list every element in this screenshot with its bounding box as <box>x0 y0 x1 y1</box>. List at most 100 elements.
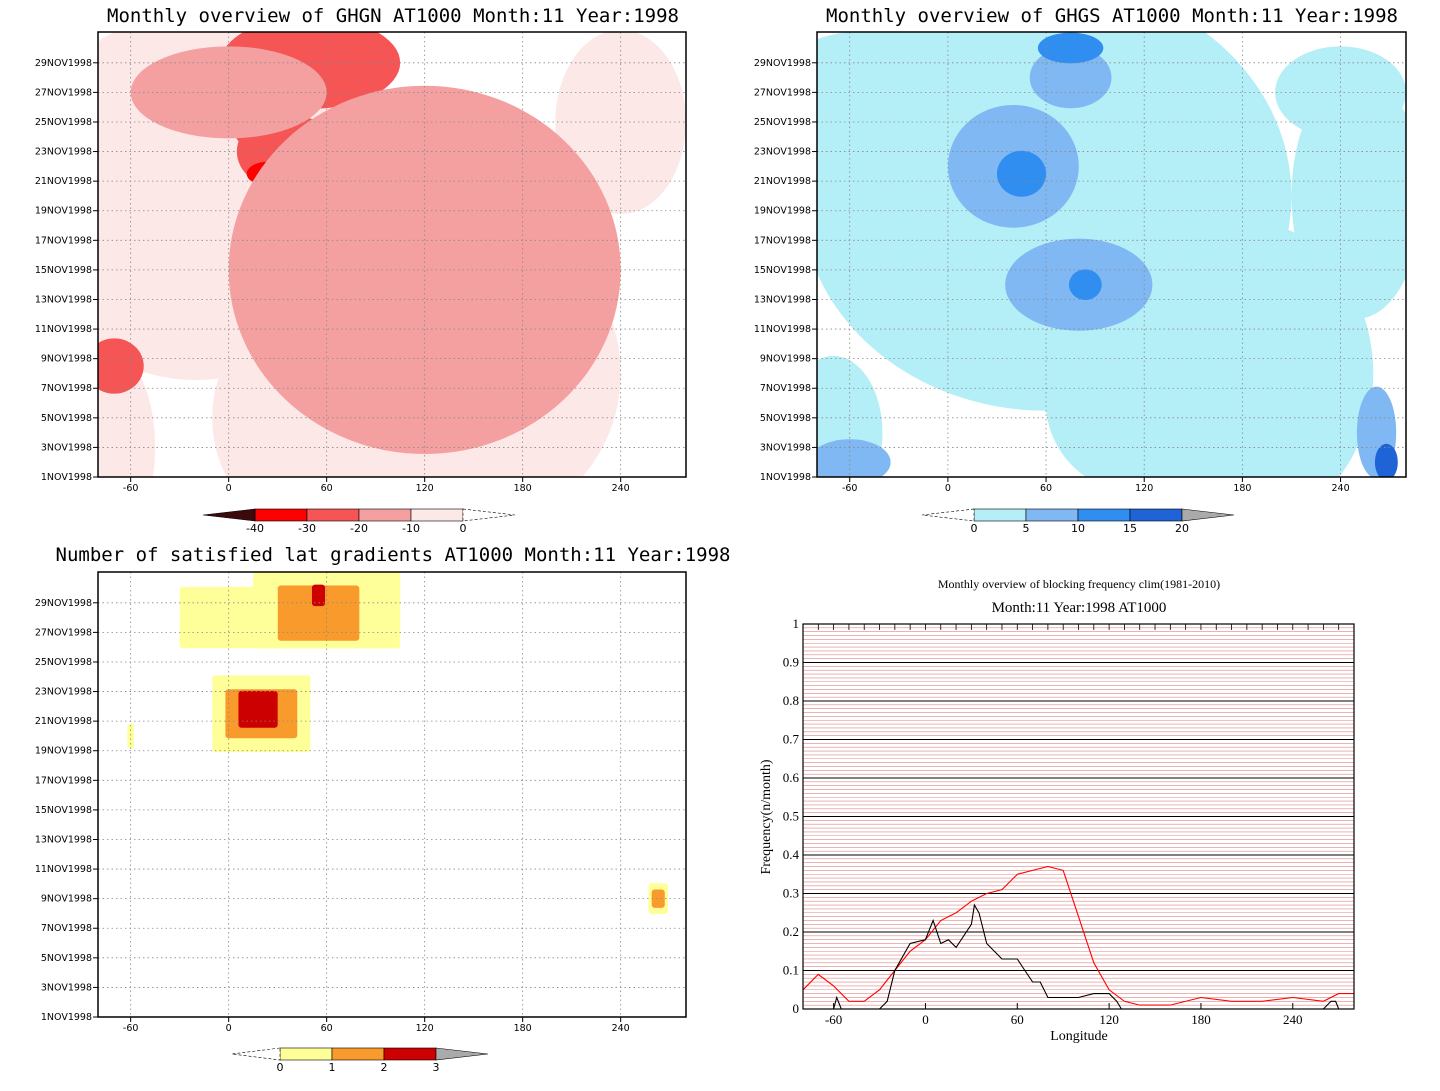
ghgs-y-tick-label: 7NOV1998 <box>760 383 811 394</box>
blocking-frame <box>802 623 1355 1010</box>
blocking-clim-line <box>802 865 1354 1006</box>
ghgs-colorbar-label: 5 <box>1023 522 1030 535</box>
blocking-title: Monthly overview of blocking frequency c… <box>938 577 1220 591</box>
ghgn-x-tick-label: 240 <box>612 483 630 494</box>
lat-gradients-y-tick-label: 3NOV1998 <box>41 982 92 993</box>
ghgs-x-tick-label: -60 <box>842 483 858 494</box>
ghgn-y-tick-label: 1NOV1998 <box>41 472 92 483</box>
lat-gradients-field <box>127 572 669 914</box>
blocking-x-tick-label: 240 <box>1283 1012 1303 1027</box>
ghgn-colorbar-label: -20 <box>350 522 368 535</box>
lat-gradients-colorbar-swatch <box>383 1047 437 1061</box>
lat-gradients-y-tick-label: 19NOV1998 <box>35 746 92 757</box>
blocking-y-tick-label: 1 <box>793 616 800 631</box>
ghgs-y-tick-label: 25NOV1998 <box>754 117 811 128</box>
ghgn-colorbar-swatch <box>254 508 308 522</box>
lat-gradients-x-tick-label: 180 <box>514 1023 532 1034</box>
ghgn-colorbar-arrow-high <box>462 508 516 522</box>
blocking-y-axis-label: Frequency(n/month) <box>759 759 774 874</box>
blocking-x-tick-label: -60 <box>825 1012 842 1027</box>
ghgs-y-tick-label: 13NOV1998 <box>754 294 811 305</box>
ghgn-y-tick-label: 17NOV1998 <box>35 235 92 246</box>
ghgn-y-tick-label: 29NOV1998 <box>35 58 92 69</box>
ghgs-title: Monthly overview of GHGS AT1000 Month:11… <box>826 5 1398 27</box>
ghgs-colorbar-label: 15 <box>1123 522 1137 535</box>
ghgs-field-patch <box>1275 46 1406 139</box>
ghgs-colorbar-arrow-high <box>1181 508 1235 522</box>
lat-gradients-contour-region <box>127 723 134 749</box>
lat-gradients-contour-region <box>651 889 665 908</box>
ghgs-y-tick-label: 5NOV1998 <box>760 413 811 424</box>
lat-gradients-y-tick-label: 13NOV1998 <box>35 834 92 845</box>
ghgn-y-tick-label: 25NOV1998 <box>35 117 92 128</box>
blocking-x-tick-label: 60 <box>1011 1012 1024 1027</box>
blocking-x-tick-label: 120 <box>1099 1012 1119 1027</box>
ghgs-y-tick-label: 15NOV1998 <box>754 265 811 276</box>
ghgn-colorbar-label: -30 <box>298 522 316 535</box>
ghgn-panel: Monthly overview of GHGN AT1000 Month:11… <box>35 5 687 535</box>
lat-gradients-y-tick-label: 9NOV1998 <box>41 894 92 905</box>
ghgn-colorbar-swatch <box>306 508 360 522</box>
ghgn-colorbar-label: 0 <box>460 522 467 535</box>
ghgn-y-tick-label: 19NOV1998 <box>35 206 92 217</box>
ghgn-y-tick-label: 3NOV1998 <box>41 442 92 453</box>
ghgs-contour-region <box>817 439 891 477</box>
ghgn-y-tick-label: 5NOV1998 <box>41 413 92 424</box>
ghgn-y-tick-label: 11NOV1998 <box>35 324 92 335</box>
ghgs-contour-region <box>1037 32 1104 64</box>
ghgs-contour-region <box>1029 46 1112 109</box>
ghgn-colorbar-label: -10 <box>402 522 420 535</box>
ghgs-y-tick-label: 21NOV1998 <box>754 176 811 187</box>
ghgs-contour-region <box>996 150 1047 197</box>
ghgn-colorbar-label: -40 <box>246 522 264 535</box>
ghgs-frame <box>816 31 1407 478</box>
ghgs-x-tick-label: 180 <box>1233 483 1251 494</box>
lat-gradients-y-tick-label: 1NOV1998 <box>41 1012 92 1023</box>
ghgs-y-tick-label: 17NOV1998 <box>754 235 811 246</box>
lat-gradients-contour-region <box>311 584 326 607</box>
lat-gradients-y-tick-label: 23NOV1998 <box>35 687 92 698</box>
lat-gradients-colorbar-arrow-high <box>435 1047 489 1061</box>
ghgs-field <box>817 32 1406 477</box>
ghgn-frame <box>97 31 687 478</box>
ghgn-y-tick-label: 27NOV1998 <box>35 87 92 98</box>
lat-gradients-panel: Number of satisfied lat gradients AT1000… <box>35 544 731 1074</box>
ghgs-x-tick-label: 240 <box>1331 483 1349 494</box>
ghgn-y-tick-label: 15NOV1998 <box>35 265 92 276</box>
lat-gradients-y-tick-label: 17NOV1998 <box>35 775 92 786</box>
ghgs-colorbar-label: 0 <box>971 522 978 535</box>
lat-gradients-colorbar-label: 1 <box>329 1061 336 1074</box>
ghgn-colorbar-arrow-low <box>202 508 256 522</box>
ghgn-x-tick-label: 180 <box>514 483 532 494</box>
lat-gradients-x-tick-label: 240 <box>612 1023 630 1034</box>
ghgs-colorbar: 0 5 10 15 20 <box>921 508 1235 535</box>
blocking-y-tick-label: 0.1 <box>783 963 799 978</box>
ghgs-y-tick-label: 11NOV1998 <box>754 324 811 335</box>
lat-gradients-x-tick-label: -60 <box>123 1023 139 1034</box>
ghgn-contour-region <box>98 338 144 394</box>
lat-gradients-title: Number of satisfied lat gradients AT1000… <box>56 544 731 566</box>
lat-gradients-y-tick-label: 25NOV1998 <box>35 657 92 668</box>
ghgn-title: Monthly overview of GHGN AT1000 Month:11… <box>107 5 679 27</box>
ghgn-x-tick-label: 120 <box>416 483 434 494</box>
ghgn-x-tick-label: -60 <box>123 483 139 494</box>
blocking-x-tick-label: 180 <box>1191 1012 1211 1027</box>
lat-gradients-y-tick-label: 29NOV1998 <box>35 598 92 609</box>
ghgn-y-tick-label: 23NOV1998 <box>35 147 92 158</box>
lat-gradients-y-tick-label: 7NOV1998 <box>41 923 92 934</box>
lat-gradients-x-tick-label: 0 <box>226 1023 232 1034</box>
ghgs-colorbar-arrow-low <box>921 508 975 522</box>
blocking-y-tick-label: 0.3 <box>783 886 799 901</box>
ghgn-field <box>98 32 686 477</box>
ghgs-contour-region <box>1068 269 1102 301</box>
lat-gradients-x-tick-label: 60 <box>321 1023 333 1034</box>
ghgs-y-tick-label: 29NOV1998 <box>754 58 811 69</box>
ghgs-contour-region <box>1374 443 1398 477</box>
blocking-y-tick-label: 0.9 <box>783 655 799 670</box>
ghgs-y-tick-label: 23NOV1998 <box>754 147 811 158</box>
ghgs-colorbar-swatch <box>973 508 1027 522</box>
lat-gradients-x-tick-label: 120 <box>416 1023 434 1034</box>
ghgs-colorbar-swatch <box>1129 508 1183 522</box>
ghgn-x-tick-label: 0 <box>226 483 232 494</box>
